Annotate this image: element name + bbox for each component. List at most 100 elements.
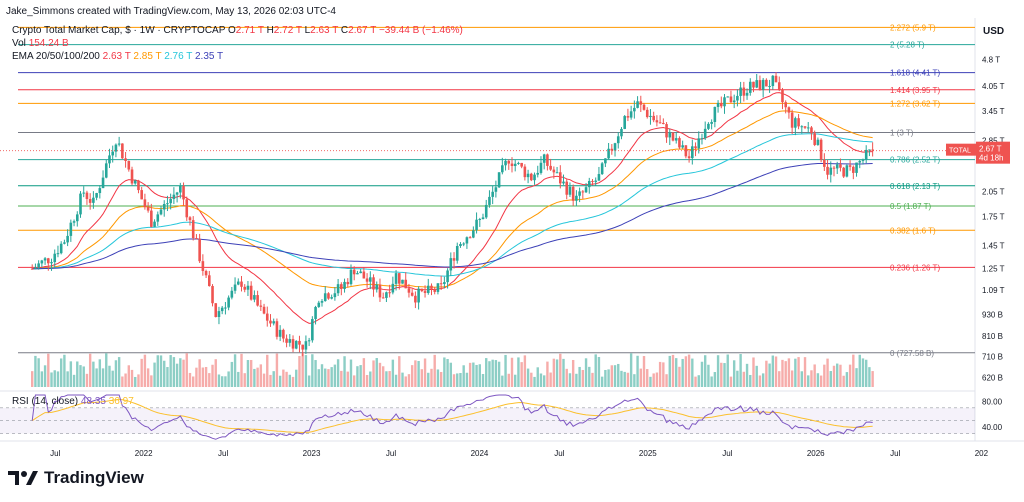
candle-body bbox=[53, 253, 57, 263]
candle-body bbox=[459, 244, 462, 247]
candle-body bbox=[433, 288, 437, 292]
volume-bar bbox=[771, 355, 775, 387]
volume-bar bbox=[819, 375, 823, 387]
candle-body bbox=[169, 198, 172, 204]
candle-body bbox=[781, 89, 784, 103]
volume-bar bbox=[407, 374, 411, 387]
candle-body bbox=[372, 277, 375, 290]
volume-bar bbox=[620, 370, 623, 387]
candle-body bbox=[275, 321, 279, 337]
candle-body bbox=[497, 172, 501, 188]
volume-bar bbox=[610, 365, 614, 387]
volume-bar bbox=[269, 374, 272, 387]
volume-bar bbox=[356, 366, 359, 387]
volume-bar bbox=[456, 373, 459, 387]
volume-bar bbox=[372, 360, 375, 387]
candle-body bbox=[349, 269, 353, 285]
candle-body bbox=[98, 188, 102, 194]
fib-label: 1.272 (3.62 T) bbox=[890, 99, 940, 108]
candle-body bbox=[633, 107, 636, 112]
candle-body bbox=[871, 149, 874, 151]
candle-body bbox=[742, 87, 746, 96]
volume-bar bbox=[182, 359, 185, 387]
volume-bar bbox=[465, 372, 469, 387]
volume-bar bbox=[336, 359, 340, 387]
candle-body bbox=[140, 190, 143, 200]
candle-body bbox=[558, 172, 562, 184]
candle-body bbox=[369, 277, 372, 282]
volume-bar bbox=[82, 366, 85, 387]
fib-label: 0.236 (1.26 T) bbox=[890, 263, 940, 272]
volume-bar bbox=[266, 354, 269, 387]
candle-body bbox=[649, 115, 652, 118]
candle-body bbox=[294, 340, 298, 349]
x-tick-label: 2025 bbox=[639, 449, 657, 458]
candle-body bbox=[607, 148, 610, 159]
volume-bar bbox=[539, 373, 543, 387]
candle-body bbox=[700, 138, 704, 140]
candle-body bbox=[829, 167, 833, 175]
volume-bar bbox=[117, 357, 121, 387]
volume-bar bbox=[790, 370, 794, 387]
volume-bar bbox=[481, 374, 485, 387]
volume-bar bbox=[678, 366, 681, 387]
candle-body bbox=[861, 159, 865, 161]
candle-body bbox=[616, 136, 620, 144]
candle-body bbox=[330, 297, 333, 299]
volume-bar bbox=[124, 373, 127, 387]
volume-bar bbox=[591, 372, 594, 387]
volume-bar bbox=[69, 361, 73, 387]
candle-body bbox=[787, 107, 791, 113]
volume-bar bbox=[852, 354, 855, 387]
candle-body bbox=[117, 143, 121, 145]
candle-body bbox=[259, 305, 263, 307]
symbol-legend[interactable]: Crypto Total Market Cap, $ · 1W · CRYPTO… bbox=[12, 25, 463, 36]
candle-body bbox=[655, 120, 659, 123]
ema200-value: 2.35 T bbox=[194, 51, 224, 62]
candle-body bbox=[227, 297, 230, 308]
candle-body bbox=[37, 263, 40, 268]
candle-body bbox=[578, 191, 581, 196]
volume-bar bbox=[282, 369, 285, 387]
volume-bar bbox=[214, 359, 217, 387]
volume-bar bbox=[584, 358, 588, 387]
candle-body bbox=[314, 306, 317, 320]
fib-label: 0 (727.58 B) bbox=[890, 349, 934, 358]
candle-body bbox=[839, 164, 842, 168]
volume-bar bbox=[105, 353, 108, 387]
volume-bar bbox=[66, 371, 69, 387]
fib-label: 1.414 (3.95 T) bbox=[890, 86, 940, 95]
volume-bar bbox=[520, 362, 523, 387]
volume-bar bbox=[604, 369, 607, 387]
volume-bar bbox=[816, 373, 820, 387]
currency-label[interactable]: USD bbox=[983, 26, 1005, 37]
x-tick-label: Jul bbox=[554, 449, 564, 458]
ema-legend[interactable]: EMA 20/50/100/200 2.63 T 2.85 T 2.76 T 2… bbox=[12, 51, 223, 62]
high-value: 2.72 T bbox=[273, 25, 302, 36]
volume-label: Vol bbox=[12, 38, 26, 49]
volume-bar bbox=[536, 367, 539, 387]
candle-body bbox=[858, 160, 862, 163]
volume-bar bbox=[314, 360, 317, 387]
volume-bar bbox=[95, 368, 98, 387]
volume-bar bbox=[410, 365, 414, 387]
candle-body bbox=[385, 292, 388, 298]
volume-bar bbox=[501, 375, 504, 387]
volume-bar bbox=[304, 355, 308, 387]
candle-body bbox=[813, 133, 816, 145]
volume-legend[interactable]: Vol 154.24 B bbox=[12, 38, 69, 49]
candle-body bbox=[162, 203, 166, 210]
candle-body bbox=[410, 292, 414, 296]
candle-body bbox=[185, 199, 189, 218]
volume-bar bbox=[369, 371, 372, 387]
candle-body bbox=[581, 191, 585, 193]
volume-bar bbox=[713, 372, 717, 387]
volume-bar bbox=[533, 376, 536, 387]
volume-bar bbox=[781, 359, 784, 387]
candle-body bbox=[758, 80, 762, 90]
rsi-legend[interactable]: RSI (14, close) 48.35 36.97 bbox=[12, 396, 134, 407]
candle-body bbox=[111, 151, 115, 156]
volume-bar bbox=[765, 360, 768, 387]
volume-bar bbox=[92, 361, 95, 387]
